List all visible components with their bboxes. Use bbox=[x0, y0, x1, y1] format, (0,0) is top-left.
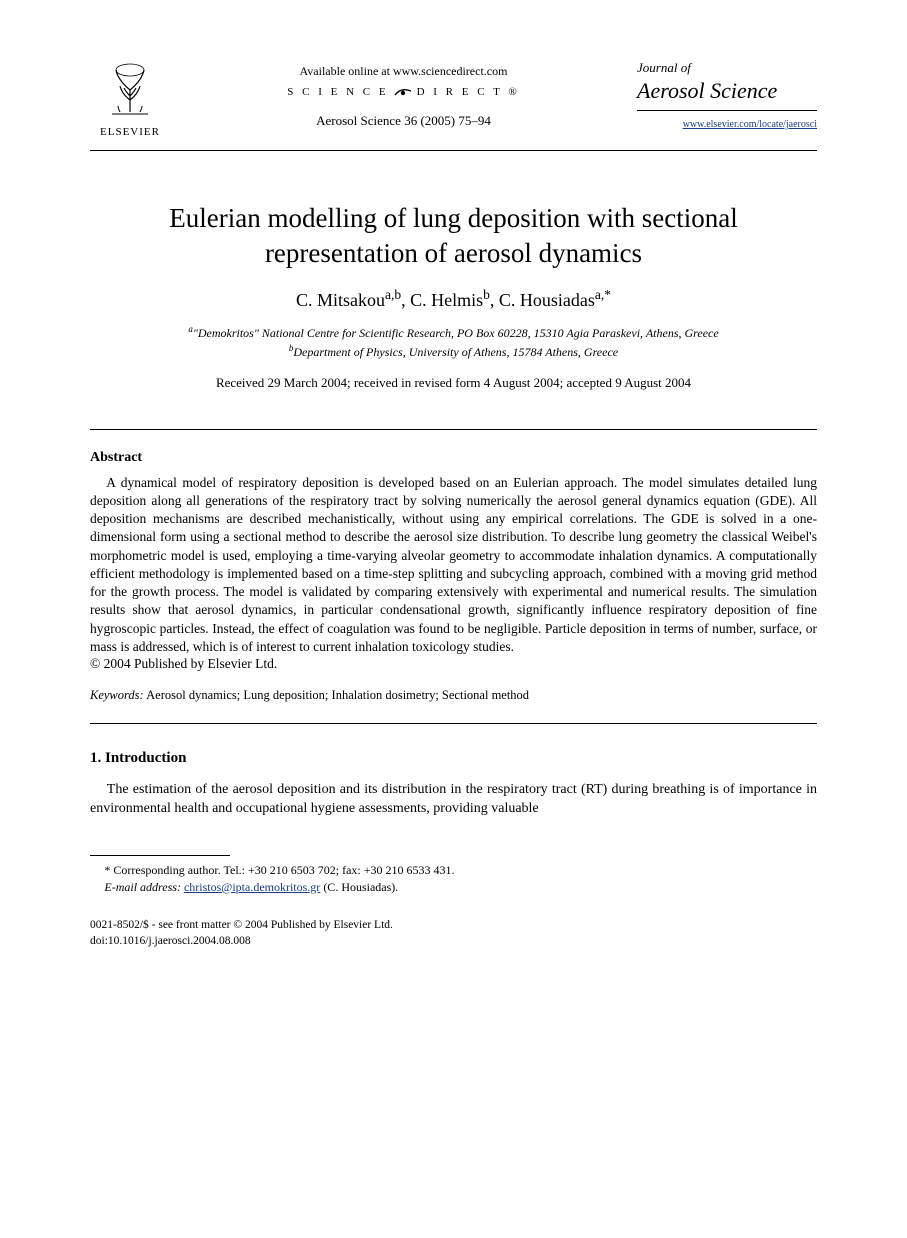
keywords-text: Aerosol dynamics; Lung deposition; Inhal… bbox=[144, 688, 529, 702]
elsevier-text: ELSEVIER bbox=[100, 126, 160, 138]
top-rule bbox=[90, 150, 817, 151]
page: ELSEVIER Available online at www.science… bbox=[0, 0, 907, 990]
author-3: , C. Housiadas bbox=[490, 290, 595, 310]
author-1: C. Mitsakou bbox=[296, 290, 385, 310]
keywords-line: Keywords: Aerosol dynamics; Lung deposit… bbox=[90, 688, 817, 703]
center-header: Available online at www.sciencedirect.co… bbox=[170, 60, 637, 129]
affiliations: a"Demokritos" National Centre for Scient… bbox=[90, 323, 817, 361]
rule-above-abstract bbox=[90, 429, 817, 430]
science-direct-text-right: D I R E C T ® bbox=[417, 86, 520, 98]
elsevier-tree-icon bbox=[98, 60, 162, 124]
journal-title-box: Journal of Aerosol Science bbox=[637, 60, 817, 111]
aff-a: "Demokritos" National Centre for Scienti… bbox=[193, 326, 719, 340]
author-1-sup: a,b bbox=[385, 287, 401, 302]
journal-name-text: Aerosol Science bbox=[637, 78, 817, 104]
author-2: , C. Helmis bbox=[401, 290, 483, 310]
keywords-label: Keywords: bbox=[90, 688, 144, 702]
abstract-heading: Abstract bbox=[90, 450, 817, 466]
corresponding-footnote: * Corresponding author. Tel.: +30 210 65… bbox=[90, 862, 817, 879]
section-1-para: The estimation of the aerosol deposition… bbox=[90, 781, 817, 819]
authors-line: C. Mitsakoua,b, C. Helmisb, C. Housiadas… bbox=[90, 287, 817, 311]
email-suffix: (C. Housiadas). bbox=[320, 880, 398, 894]
journal-box-wrapper: Journal of Aerosol Science www.elsevier.… bbox=[637, 60, 817, 130]
header-row: ELSEVIER Available online at www.science… bbox=[90, 60, 817, 138]
author-3-sup: a,* bbox=[595, 287, 611, 302]
journal-of-text: Journal of bbox=[637, 60, 817, 76]
email-label: E-mail address: bbox=[104, 880, 181, 894]
rule-below-keywords bbox=[90, 723, 817, 724]
article-history: Received 29 March 2004; received in revi… bbox=[90, 375, 817, 391]
abstract-body: A dynamical model of respiratory deposit… bbox=[90, 474, 817, 656]
citation-text: Aerosol Science 36 (2005) 75–94 bbox=[170, 113, 637, 129]
email-footnote: E-mail address: christos@ipta.demokritos… bbox=[90, 879, 817, 896]
aff-b: Department of Physics, University of Ath… bbox=[293, 345, 618, 359]
author-2-sup: b bbox=[483, 287, 490, 302]
article-title: Eulerian modelling of lung deposition wi… bbox=[90, 201, 817, 271]
footnote-rule bbox=[90, 855, 230, 856]
email-link[interactable]: christos@ipta.demokritos.gr bbox=[184, 880, 320, 894]
science-direct-swoosh-icon bbox=[393, 85, 413, 99]
science-direct-text-left: S C I E N C E bbox=[287, 86, 388, 98]
footer: 0021-8502/$ - see front matter © 2004 Pu… bbox=[90, 917, 817, 949]
journal-link[interactable]: www.elsevier.com/locate/jaerosci bbox=[637, 119, 817, 130]
available-online-text: Available online at www.sciencedirect.co… bbox=[170, 64, 637, 79]
footer-line2: doi:10.1016/j.jaerosci.2004.08.008 bbox=[90, 935, 251, 947]
footer-line1: 0021-8502/$ - see front matter © 2004 Pu… bbox=[90, 919, 393, 931]
abstract-copyright: © 2004 Published by Elsevier Ltd. bbox=[90, 656, 817, 672]
science-direct-logo: S C I E N C E D I R E C T ® bbox=[170, 85, 637, 99]
section-1-heading: 1. Introduction bbox=[90, 750, 817, 767]
elsevier-logo: ELSEVIER bbox=[90, 60, 170, 138]
